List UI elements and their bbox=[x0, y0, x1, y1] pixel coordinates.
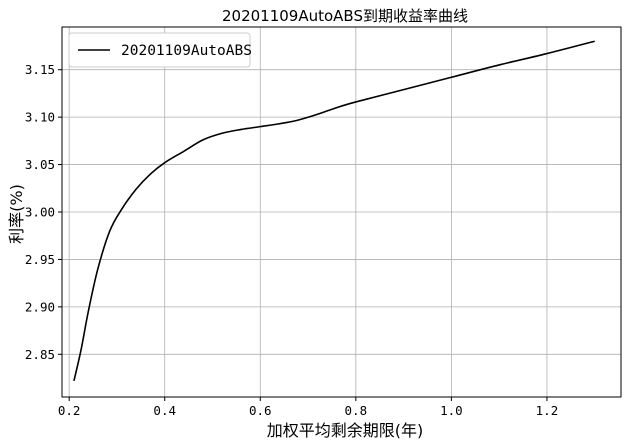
series-layer bbox=[73, 40, 595, 382]
chart-title: 20201109AutoABS到期收益率曲线 bbox=[222, 7, 468, 25]
x-tick-label: 0.2 bbox=[58, 403, 81, 418]
legend: 20201109AutoABS bbox=[68, 32, 252, 68]
y-tick-label: 3.05 bbox=[25, 157, 55, 172]
legend-box bbox=[68, 32, 251, 68]
y-tick-label: 3.15 bbox=[25, 62, 55, 77]
y-axis-label: 利率(%) bbox=[7, 184, 26, 244]
y-tick-label: 2.95 bbox=[25, 252, 55, 267]
y-tick-label: 3.00 bbox=[25, 205, 55, 220]
x-tick-label: 0.8 bbox=[345, 403, 368, 418]
y-tick-label: 2.85 bbox=[25, 347, 55, 362]
x-tick-label: 0.6 bbox=[249, 403, 272, 418]
x-tick-label: 0.4 bbox=[153, 403, 176, 418]
series-line-20201109autoabs bbox=[73, 40, 595, 382]
tick-layer: 0.2 0.4 0.6 0.8 1.0 1.2 2.85 2.90 2.95 3.00 3.05 3.… bbox=[25, 62, 558, 418]
x-tick-label: 1.2 bbox=[536, 403, 559, 418]
y-tick-label: 3.10 bbox=[25, 110, 55, 125]
y-tick-label: 2.90 bbox=[25, 299, 55, 314]
x-tick-label: 1.0 bbox=[440, 403, 463, 418]
grid-lines bbox=[62, 27, 621, 397]
legend-label-20201109autoabs: 20201109AutoABS bbox=[121, 43, 252, 59]
x-axis-label: 加权平均剩余期限(年) bbox=[267, 421, 424, 440]
